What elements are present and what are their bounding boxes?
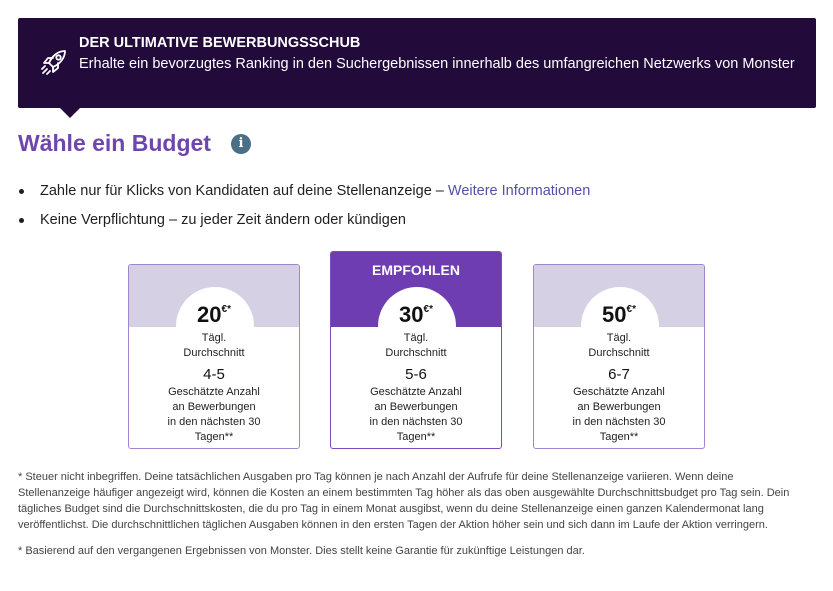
tax-marker: * — [227, 304, 231, 315]
card-body: Tägl. Durchschnitt 5-6 Geschätzte Anzahl… — [331, 331, 501, 445]
budget-heading-row: Wähle ein Budget i — [18, 130, 251, 157]
estimate-label-2: an Bewerbungen — [577, 401, 661, 413]
period-label: in den nächsten 30 — [369, 416, 463, 428]
average-label: Durchschnitt — [183, 347, 245, 359]
card-body: Tägl. Durchschnitt 6-7 Geschätzte Anzahl… — [534, 331, 704, 445]
budget-option-30[interactable]: EMPFOHLEN 30€* Tägl. Durchschnitt 5-6 Ge… — [330, 251, 502, 449]
recommended-badge: EMPFOHLEN — [372, 262, 460, 278]
estimate-label: Geschätzte Anzahl — [370, 386, 462, 398]
currency-symbol: € — [626, 304, 633, 315]
card-body: Tägl. Durchschnitt 4-5 Geschätzte Anzahl… — [129, 331, 299, 445]
list-item: Keine Verpflichtung – zu jeder Zeit ände… — [18, 211, 590, 240]
period-label-2: Tagen** — [396, 431, 436, 443]
price-label: 50€* — [534, 302, 704, 328]
price-circle — [176, 287, 254, 365]
info-icon[interactable]: i — [230, 133, 251, 154]
banner-subtitle: Erhalte ein bevorzugtes Ranking in den S… — [79, 56, 795, 72]
estimate-label-2: an Bewerbungen — [374, 401, 458, 413]
period-label: in den nächsten 30 — [572, 416, 666, 428]
daily-label: Tägl. — [606, 332, 632, 344]
estimate-label: Geschätzte Anzahl — [168, 386, 260, 398]
currency-symbol: € — [423, 304, 430, 315]
list-item: Zahle nur für Klicks von Kandidaten auf … — [18, 182, 590, 211]
rocket-icon — [41, 50, 66, 75]
price-circle — [378, 287, 456, 365]
price-value: 20 — [197, 302, 222, 327]
budget-option-50[interactable]: 50€* Tägl. Durchschnitt 6-7 Geschätzte A… — [533, 264, 705, 449]
benefit-text-pay-per-click: Zahle nur für Klicks von Kandidaten auf … — [40, 183, 448, 199]
daily-label: Tägl. — [403, 332, 429, 344]
period-label: in den nächsten 30 — [167, 416, 261, 428]
budget-option-20[interactable]: 20€* Tägl. Durchschnitt 4-5 Geschätzte A… — [128, 264, 300, 449]
page-title: Wähle ein Budget — [18, 130, 211, 156]
boost-banner: DER ULTIMATIVE BEWERBUNGSSCHUB Erhalte e… — [18, 18, 816, 118]
tax-marker: * — [429, 304, 433, 315]
average-label: Durchschnitt — [385, 347, 447, 359]
currency-symbol: € — [221, 304, 228, 315]
estimate-label-2: an Bewerbungen — [172, 401, 256, 413]
applications-range: 6-7 — [608, 366, 630, 383]
price-label: 20€* — [129, 302, 299, 328]
tax-footnote: * Steuer nicht inbegriffen. Deine tatsäc… — [18, 471, 790, 531]
daily-label: Tägl. — [201, 332, 227, 344]
average-label: Durchschnitt — [588, 347, 650, 359]
applications-range: 5-6 — [405, 366, 427, 383]
price-label: 30€* — [331, 302, 501, 328]
banner-title: DER ULTIMATIVE BEWERBUNGSSCHUB — [79, 35, 361, 51]
more-info-link[interactable]: Weitere Informationen — [447, 183, 591, 199]
estimate-label: Geschätzte Anzahl — [573, 386, 665, 398]
period-label-2: Tagen** — [194, 431, 234, 443]
price-circle — [581, 287, 659, 365]
benefit-text-no-commitment: Keine Verpflichtung – zu jeder Zeit ände… — [40, 212, 406, 228]
benefit-list: Zahle nur für Klicks von Kandidaten auf … — [18, 182, 590, 240]
footnotes: * Steuer nicht inbegriffen. Deine tatsäc… — [18, 469, 808, 559]
period-label-2: Tagen** — [599, 431, 639, 443]
results-footnote: * Basierend auf den vergangenen Ergebnis… — [18, 545, 585, 557]
applications-range: 4-5 — [203, 366, 225, 383]
price-value: 30 — [399, 302, 424, 327]
price-value: 50 — [602, 302, 627, 327]
tax-marker: * — [632, 304, 636, 315]
